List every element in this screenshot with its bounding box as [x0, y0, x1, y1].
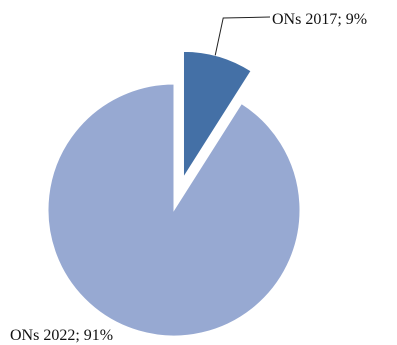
- slice-label-ons-2017: ONs 2017; 9%: [272, 11, 367, 28]
- data-labels: ONs 2017; 9% ONs 2022; 91%: [10, 11, 367, 344]
- leader-line-ons-2017: [214, 16, 271, 56]
- slice-label-ons-2022: ONs 2022; 91%: [10, 327, 113, 344]
- pie-slices: [47, 50, 301, 337]
- pie-slice-ons-2017: [182, 50, 252, 180]
- pie-slice-ons-2022: [47, 83, 301, 337]
- leader-lines: [214, 16, 271, 56]
